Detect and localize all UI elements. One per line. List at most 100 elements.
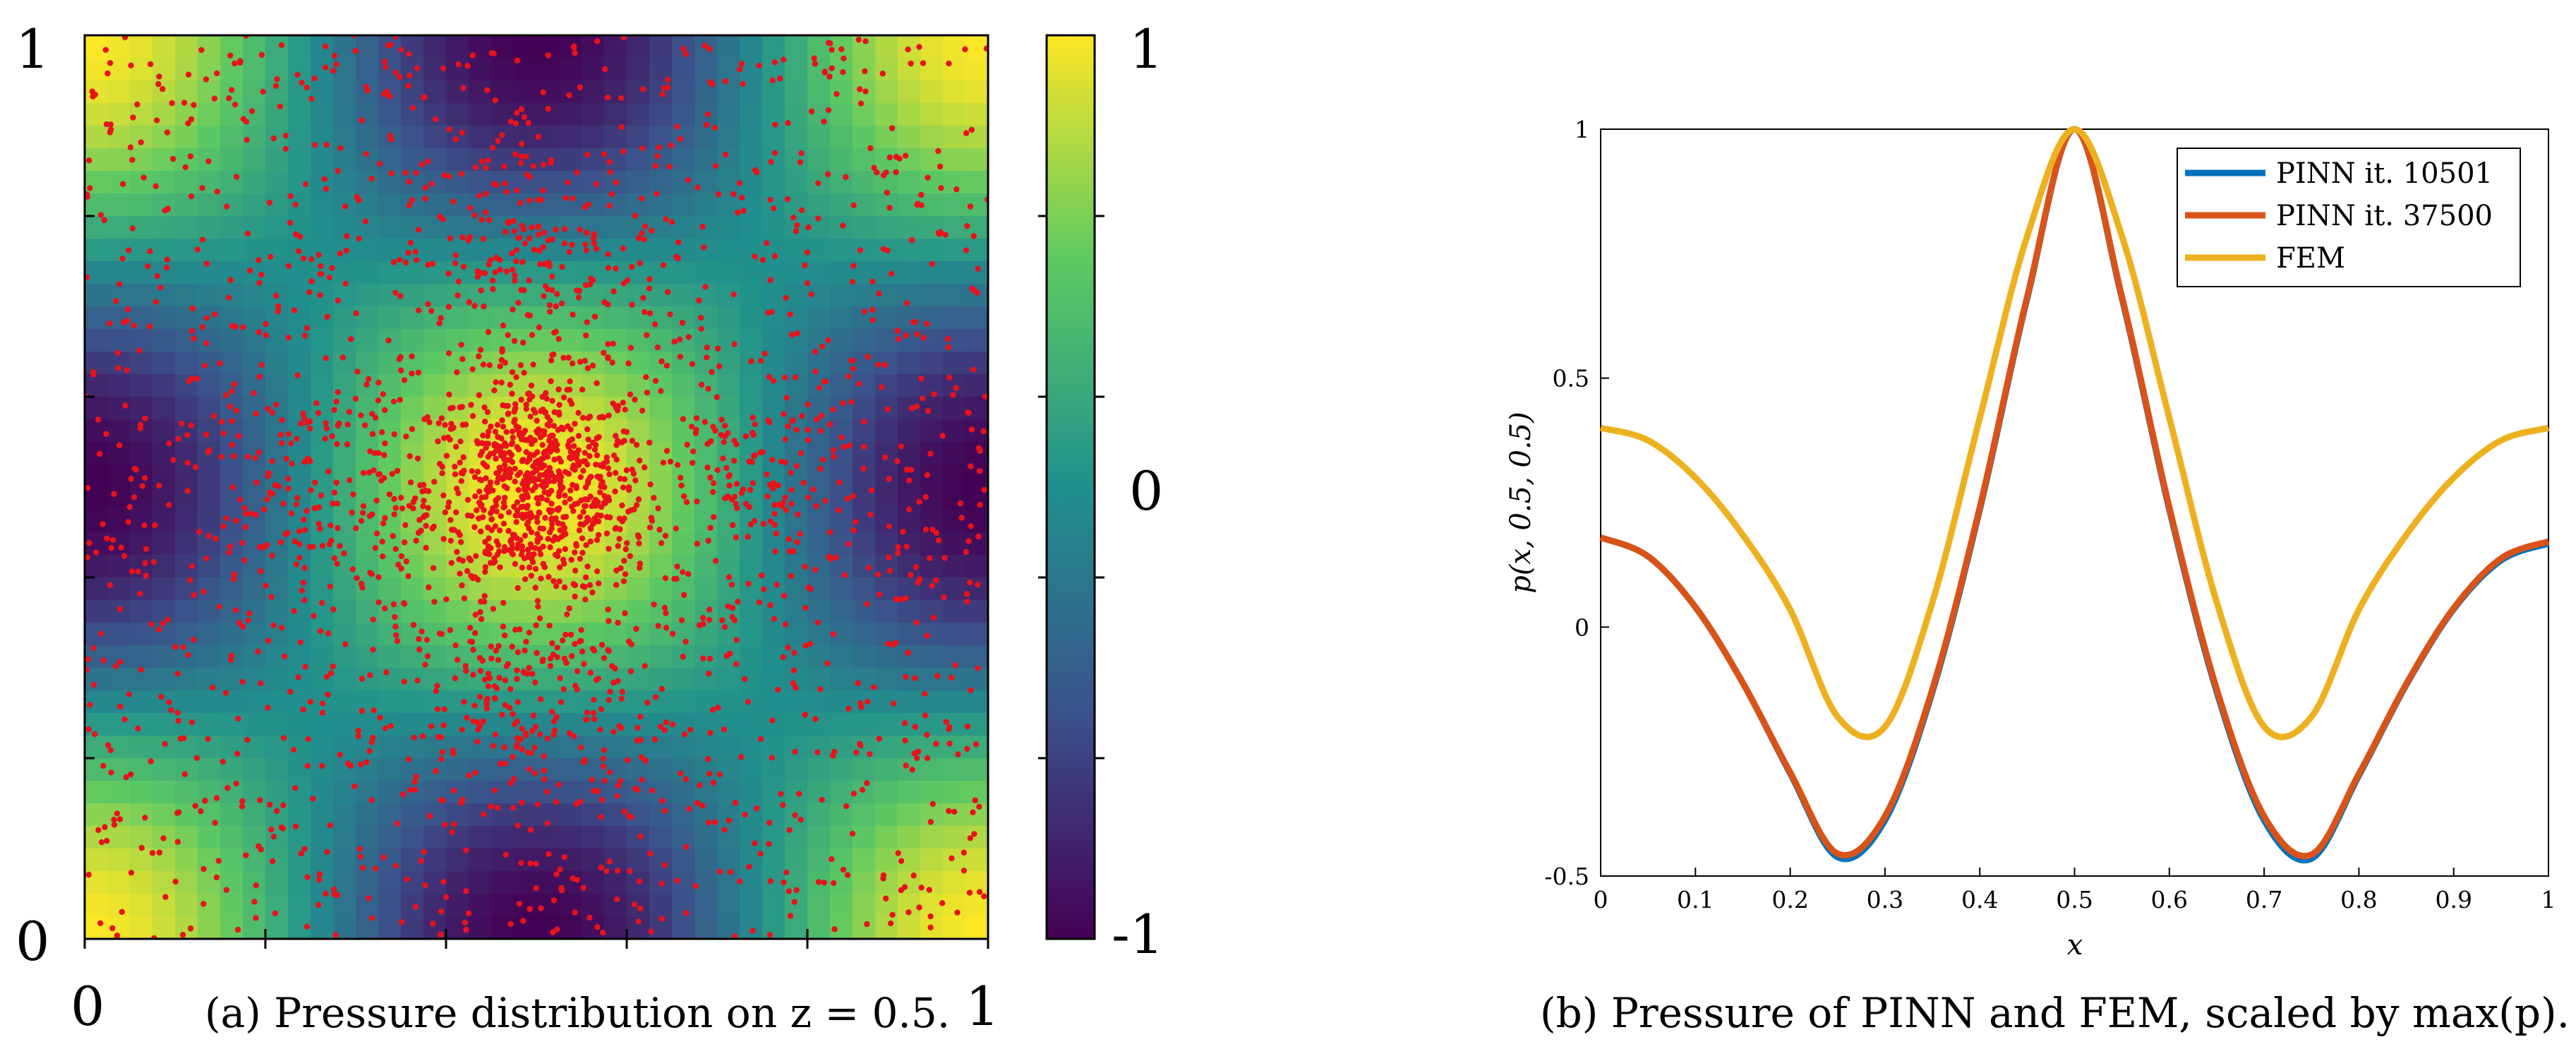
collocation-point [850,366,857,372]
collocation-point [902,673,909,680]
heatmap-cell [965,668,988,691]
heatmap-cell [152,803,176,827]
collocation-point [812,566,819,573]
collocation-point [404,876,410,882]
heatmap-cell [965,397,988,420]
heatmap-cell [740,894,763,917]
colorbar-label-max: 1 [1129,18,1163,80]
collocation-point [586,914,593,921]
collocation-point [419,161,425,168]
heatmap-cell [378,781,402,804]
collocation-point [903,762,909,769]
heatmap-cell [130,193,153,217]
collocation-point [115,365,121,371]
collocation-point [489,508,495,515]
collocation-point [401,678,408,685]
heatmap-cell [85,577,108,601]
heatmap-cell [785,577,808,601]
collocation-point [442,509,448,516]
collocation-point [889,911,896,918]
collocation-point [722,151,729,158]
heatmap-cell [311,645,334,669]
collocation-point [620,400,627,406]
collocation-point [793,426,800,433]
collocation-point [831,926,838,933]
heatmap-cell [378,894,402,917]
collocation-point [227,52,234,59]
collocation-point [570,462,577,469]
collocation-point [726,473,732,480]
collocation-point [546,574,552,580]
collocation-point [479,448,486,455]
collocation-point [752,452,759,458]
heatmap-cell [875,668,898,691]
collocation-point [621,515,627,522]
heatmap-cell [356,103,379,126]
collocation-point [366,469,373,476]
collocation-point [335,524,341,532]
collocation-point [572,568,579,574]
collocation-point [441,706,447,713]
collocation-point [767,877,774,885]
collocation-point [307,698,314,705]
collocation-point [704,344,711,351]
heatmap-cell [965,623,988,646]
heatmap-cell [107,781,131,804]
collocation-point [500,499,507,505]
collocation-point [505,402,511,409]
collocation-point [413,774,419,780]
collocation-point [394,637,401,645]
heatmap-cell [152,464,176,488]
collocation-point [975,665,981,671]
collocation-point [112,663,119,669]
collocation-point [548,516,555,523]
collocation-point [429,525,435,532]
collocation-point [273,402,279,408]
collocation-point [550,577,557,585]
collocation-point [617,777,624,784]
heatmap-cell [175,713,198,736]
collocation-point [805,494,812,500]
heatmap-cell [740,216,763,239]
heatmap-cell [536,171,560,194]
collocation-point [791,649,798,656]
heatmap-cell [717,103,740,126]
heatmap-cell [378,306,402,330]
collocation-point [519,746,525,753]
heatmap-cell [649,803,673,827]
collocation-point [658,388,664,394]
collocation-point [480,718,487,724]
collocation-point [422,661,428,668]
collocation-point [680,592,687,599]
collocation-point [636,878,643,885]
collocation-point [206,447,212,453]
heatmap-cell [943,284,966,307]
collocation-point [579,549,586,556]
collocation-point [90,681,97,688]
heatmap-cell [785,352,808,375]
heatmap-cell [875,374,898,397]
collocation-point [488,424,494,430]
collocation-point [667,311,673,318]
heatmap-cell [536,555,560,578]
collocation-point [229,484,236,491]
heatmap-cell [243,171,266,194]
collocation-point [572,640,578,647]
collocation-point [625,484,632,491]
collocation-point [707,524,714,531]
collocation-point [554,926,560,933]
collocation-point [363,759,370,766]
collocation-point [210,684,216,691]
collocation-point [965,409,971,416]
heatmap-cell [740,781,763,804]
collocation-point [742,433,750,440]
heatmap-cell [333,871,356,894]
collocation-point [826,40,833,47]
heatmap-cell [356,58,379,81]
collocation-point [524,503,531,509]
collocation-point [838,434,845,440]
heatmap-cell [943,894,966,917]
collocation-point [757,357,764,364]
collocation-point [318,599,325,606]
collocation-point [970,233,977,239]
